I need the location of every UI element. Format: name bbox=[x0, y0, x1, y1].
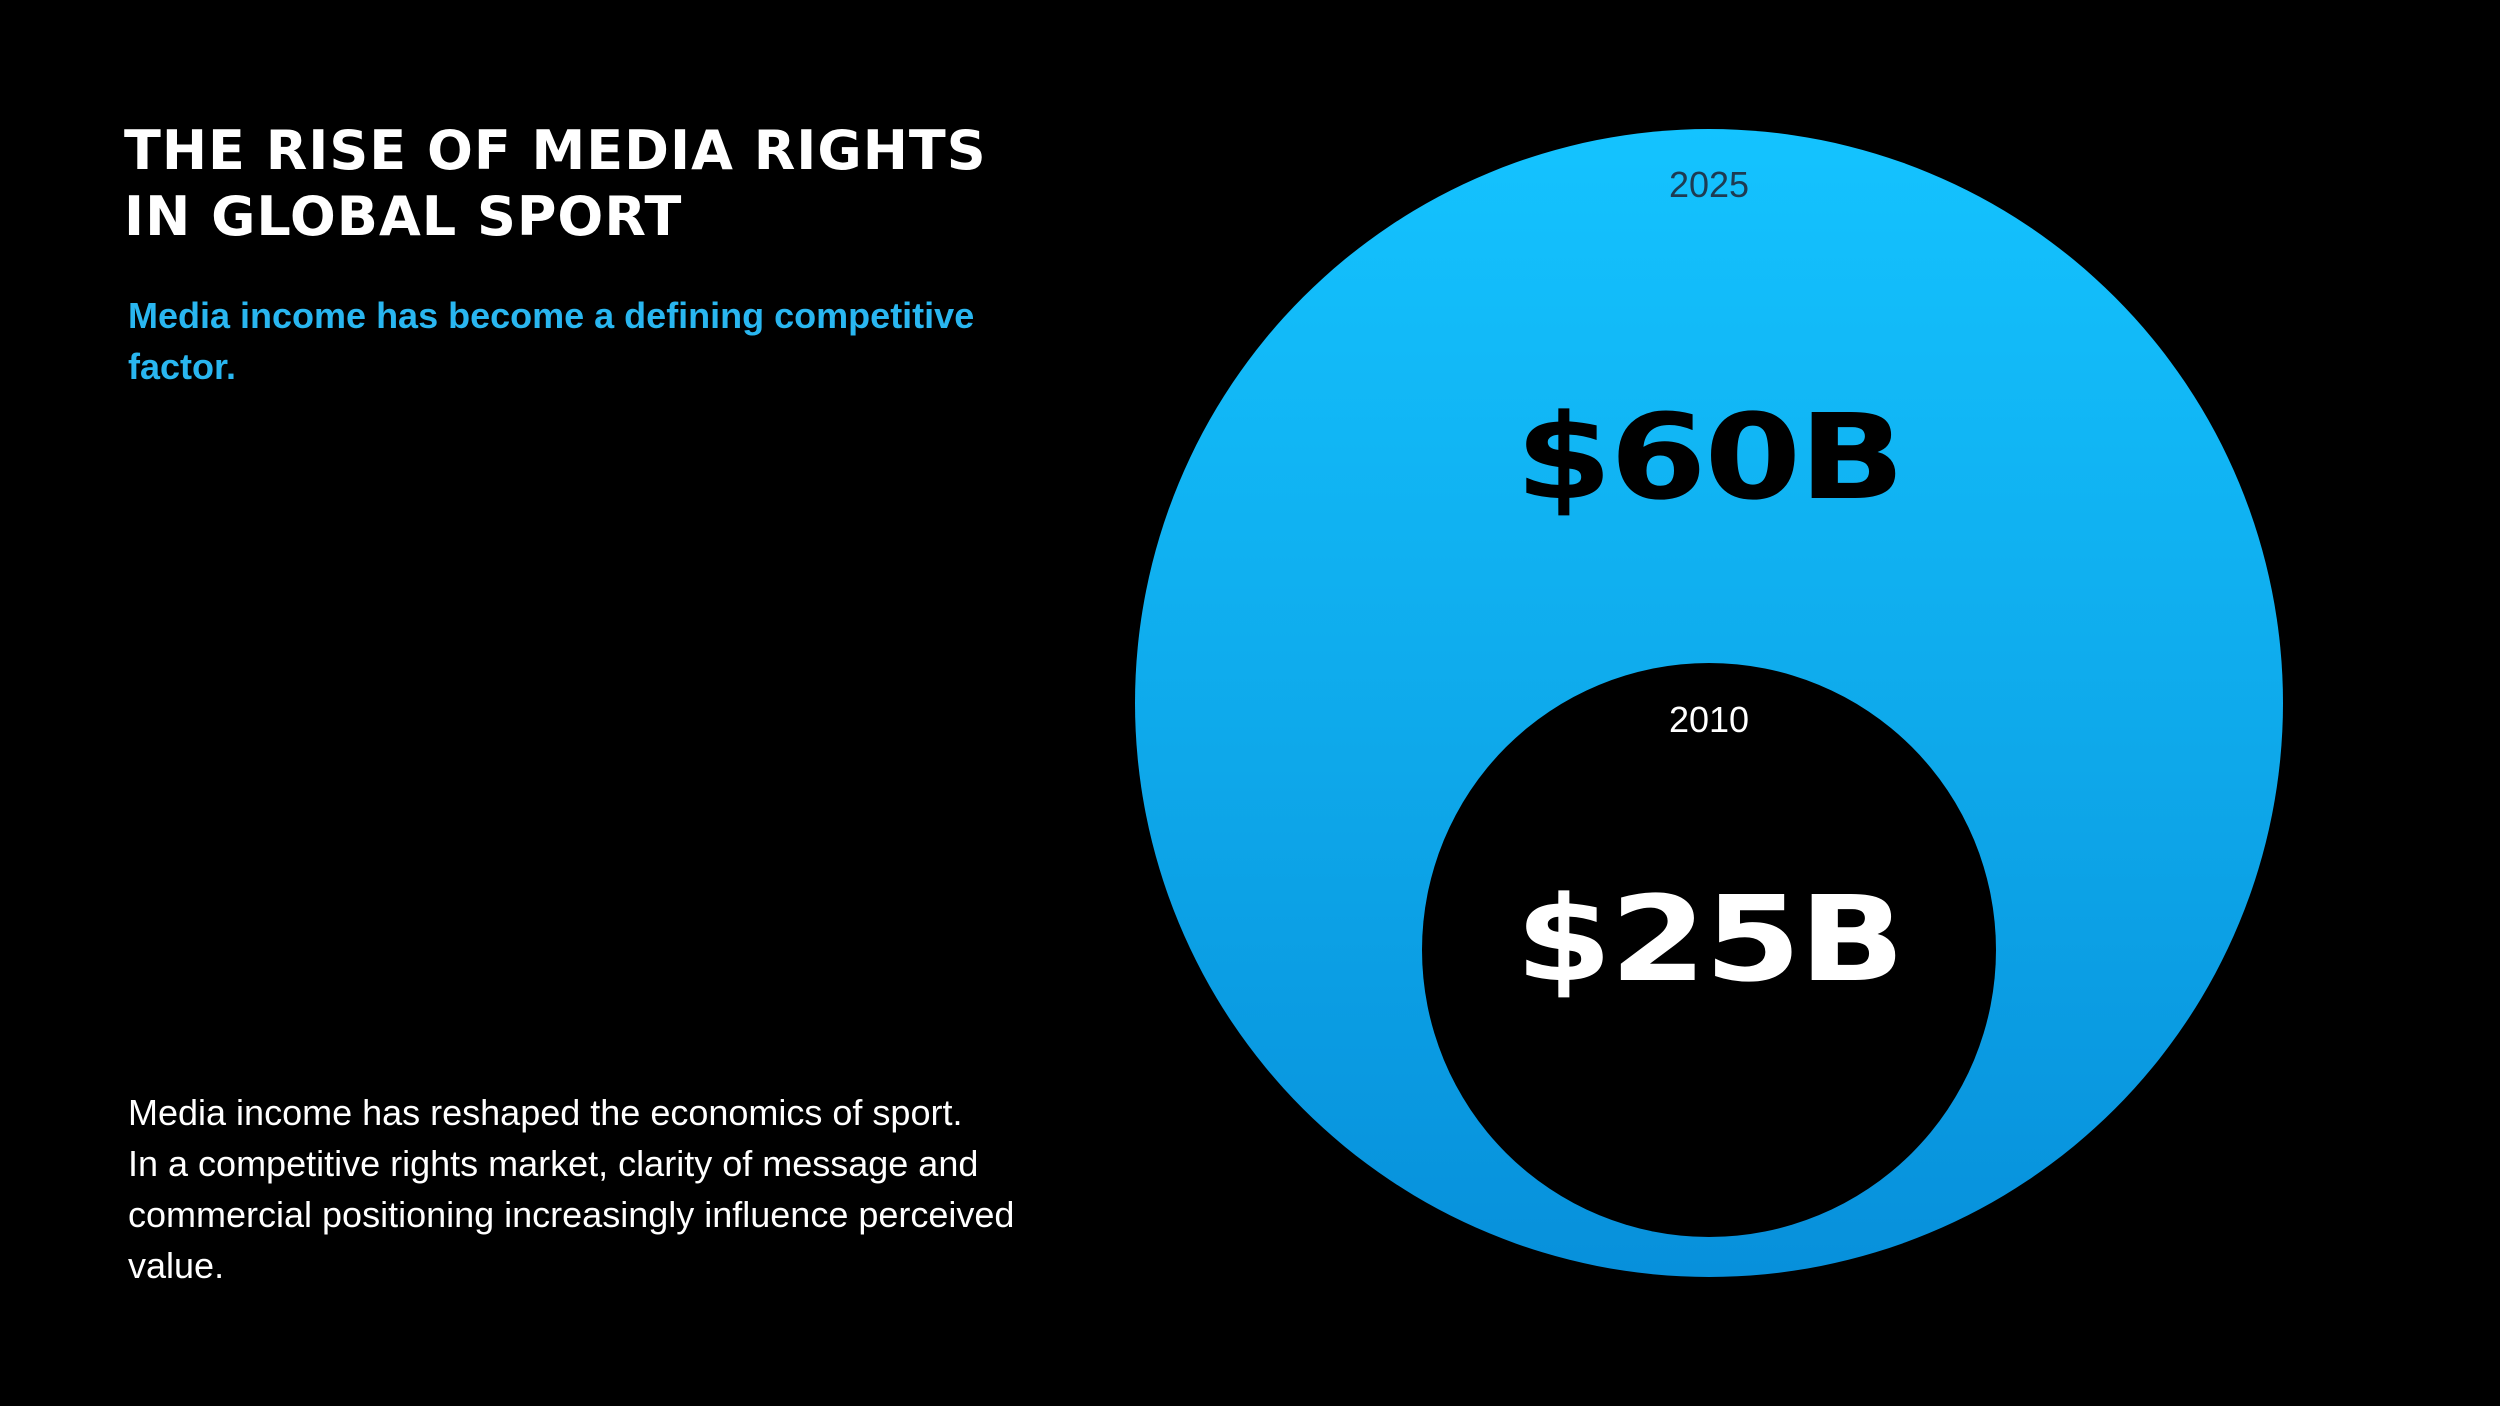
body-paragraph: Media income has reshaped the economics … bbox=[128, 1087, 1108, 1291]
value-label-2025: $60B bbox=[1515, 388, 1905, 526]
value-label-2010: $25B bbox=[1515, 870, 1905, 1008]
subtitle-line-2: factor. bbox=[128, 346, 237, 387]
slide-title: THE RISE OF MEDIA RIGHTS IN GLOBAL SPORT bbox=[124, 118, 1104, 250]
title-line-2: IN GLOBAL SPORT bbox=[124, 185, 683, 248]
circle-2010 bbox=[1422, 663, 1996, 1237]
subtitle-line-1: Media income has become a defining compe… bbox=[128, 295, 975, 336]
year-label-2010: 2010 bbox=[1668, 699, 1750, 740]
body-line-1: Media income has reshaped the economics … bbox=[128, 1092, 963, 1133]
body-line-3: commercial positioning increasingly infl… bbox=[128, 1194, 1015, 1235]
year-label-2025: 2025 bbox=[1668, 164, 1750, 205]
body-line-4: value. bbox=[128, 1245, 225, 1286]
body-line-2: In a competitive rights market, clarity … bbox=[128, 1143, 979, 1184]
title-line-1: THE RISE OF MEDIA RIGHTS bbox=[124, 119, 987, 182]
slide-subtitle: Media income has become a defining compe… bbox=[128, 290, 1028, 392]
